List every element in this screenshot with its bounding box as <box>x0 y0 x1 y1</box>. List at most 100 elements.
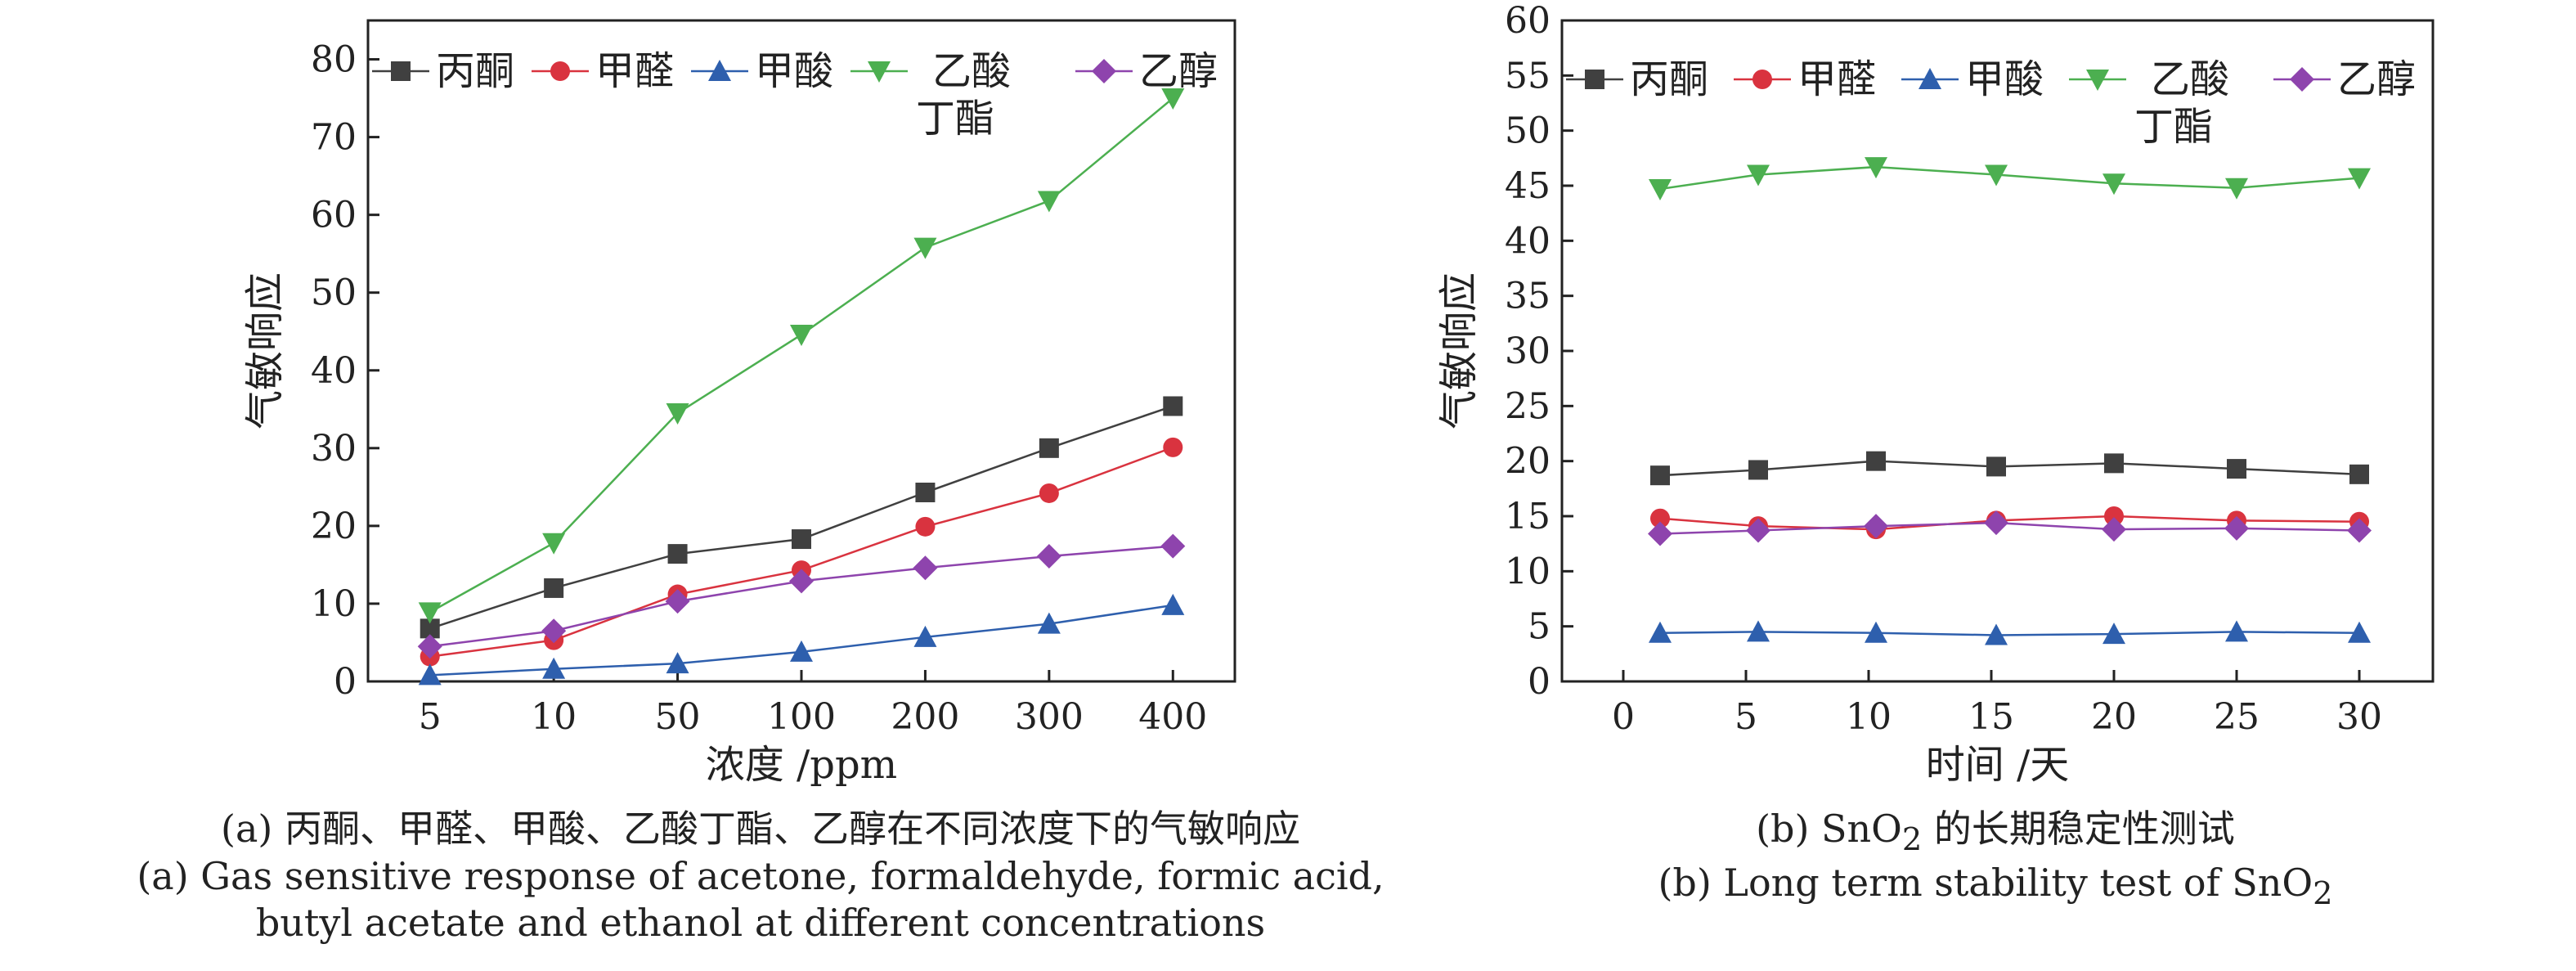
chart-a-legend-marker-4 <box>1092 59 1116 83</box>
chart-a-point-s0-2 <box>667 544 688 564</box>
chart-b-point-s0-6 <box>2349 464 2369 484</box>
chart-a-point-s3-5 <box>1037 191 1061 213</box>
chart-b-point-s4-3 <box>1984 510 2008 536</box>
chart-b-legend-marker-4 <box>2290 67 2314 92</box>
chart-b-point-s0-2 <box>1866 451 1886 471</box>
chart-b-point-s1-4 <box>2104 506 2124 526</box>
chart-a-series-line-1 <box>429 446 1174 658</box>
chart-a-ytick-label: 10 <box>311 583 357 625</box>
chart-a-ytick-label: 0 <box>334 661 357 703</box>
chart-a-x-axis-label: 浓度 /ppm <box>706 742 897 788</box>
caption-a-chinese: (a) 丙酮、甲醛、甲酸、乙酸丁酯、乙醇在不同浓度下的气敏响应 <box>221 807 1300 851</box>
chart-a-point-s0-6 <box>1163 396 1183 416</box>
chart-a-legend-marker-3 <box>868 61 891 83</box>
chart-b-point-s3-0 <box>1649 179 1672 201</box>
chart-b-ytick-label: 45 <box>1505 165 1551 207</box>
chart-b-xtick-label: 5 <box>1735 696 1757 738</box>
caption-a-english-line2: butyl acetate and ethanol at different c… <box>255 901 1266 945</box>
chart-a-point-s4-6 <box>1160 533 1186 559</box>
chart-b-legend-label-3-line1: 乙酸 <box>2151 56 2229 102</box>
chart-b-point-s4-4 <box>2102 517 2126 542</box>
chart-a-y-axis-label: 气敏响应 <box>242 272 288 429</box>
caption-a-english-line1: (a) Gas sensitive response of acetone, f… <box>137 853 1384 898</box>
chart-b-point-s2-4 <box>2103 623 2125 645</box>
chart-a-ytick-label: 40 <box>311 350 357 392</box>
chart-b-legend-marker-0 <box>1585 70 1604 89</box>
chart-b-long-term-stability: 0 5 10 15 20 25 30 35 40 45 50 55 60 0 5 10 15 20 25 30 时间 /… <box>1436 0 2435 788</box>
chart-a-point-s0-3 <box>792 529 811 550</box>
chart-b-point-s2-3 <box>1985 623 2008 645</box>
chart-a-ytick-label: 30 <box>311 428 357 470</box>
chart-a-point-s3-6 <box>1161 88 1185 110</box>
chart-a-point-s1-6 <box>1163 437 1183 457</box>
chart-a-point-s4-2 <box>665 589 690 614</box>
chart-b-point-s3-6 <box>2348 168 2371 190</box>
chart-a-legend-label-1: 甲醛 <box>595 48 674 94</box>
chart-b-point-s3-2 <box>1865 157 1887 179</box>
chart-a-xtick-label: 50 <box>655 696 701 738</box>
chart-a-point-s1-5 <box>1039 483 1059 503</box>
chart-b-point-s2-2 <box>1865 621 1887 643</box>
chart-b-xtick-label: 15 <box>1968 696 2014 738</box>
chart-a-ytick-label: 80 <box>311 39 357 81</box>
chart-a-point-s0-4 <box>915 483 936 503</box>
chart-b-ytick-label: 60 <box>1505 0 1551 42</box>
chart-a-concentration-response: 0 10 20 30 40 50 60 70 80 5 10 50 100 200 300 400 浓度 /pp… <box>242 19 1236 788</box>
chart-a-point-s4-1 <box>541 618 567 644</box>
chart-a-point-s2-6 <box>1161 593 1185 615</box>
chart-b-point-s2-0 <box>1649 621 1672 643</box>
chart-b-xtick-label: 10 <box>1846 696 1892 738</box>
chart-a-legend-marker-2 <box>708 60 731 81</box>
chart-a-point-s3-2 <box>666 403 689 425</box>
chart-a-legend-label-2: 甲酸 <box>755 48 833 94</box>
chart-b-point-s4-0 <box>1648 521 1672 546</box>
chart-a-point-s4-3 <box>789 569 814 594</box>
chart-a-xtick-label: 300 <box>1015 696 1084 738</box>
chart-b-legend-label-4: 乙醇 <box>2337 56 2416 102</box>
caption-b-chinese: (b) SnO2 的长期稳定性测试 <box>1756 807 2235 859</box>
chart-a-point-s0-1 <box>544 578 564 598</box>
chart-b-ytick-label: 10 <box>1505 551 1551 592</box>
chart-a-point-s2-3 <box>790 640 813 662</box>
caption-b-english: (b) Long term stability test of SnO2 <box>1658 861 2333 913</box>
chart-a-point-s4-4 <box>913 555 938 581</box>
chart-b-ytick-label: 20 <box>1505 441 1551 483</box>
chart-a-ytick-label: 70 <box>311 117 357 159</box>
chart-a-point-s2-1 <box>542 657 566 679</box>
chart-b-point-s0-1 <box>1748 460 1768 480</box>
chart-b-xtick-label: 30 <box>2336 696 2382 738</box>
chart-b-point-s4-6 <box>2347 518 2372 543</box>
chart-a-point-s4-0 <box>417 634 442 659</box>
chart-b-legend-marker-3 <box>2086 70 2109 91</box>
chart-b-legend-marker-1 <box>1752 70 1772 89</box>
chart-a-point-s1-4 <box>915 516 936 537</box>
chart-a-xtick-label: 400 <box>1138 696 1207 738</box>
chart-b-point-s0-3 <box>1986 456 2006 477</box>
chart-b-ytick-label: 40 <box>1505 220 1551 262</box>
chart-b-point-s0-5 <box>2227 459 2246 479</box>
chart-a-legend-marker-1 <box>550 61 570 81</box>
chart-a-legend-marker-0 <box>391 61 411 81</box>
chart-b-legend-label-3-line2: 丁酯 <box>2134 104 2213 150</box>
chart-b-plot-frame <box>1560 19 2435 683</box>
chart-a-ytick-label: 50 <box>311 272 357 314</box>
chart-a-ytick-label: 20 <box>311 506 357 547</box>
caption-b: (b) SnO2 的长期稳定性测试 (b) Long term stabilit… <box>1464 806 2527 914</box>
chart-b-ytick-label: 5 <box>1528 606 1551 648</box>
chart-b-point-s3-3 <box>1985 164 2008 187</box>
chart-a-point-s3-0 <box>418 602 442 624</box>
chart-b-point-s4-2 <box>1864 514 1888 539</box>
chart-b-ytick-label: 55 <box>1505 55 1551 97</box>
chart-b-ytick-label: 0 <box>1528 661 1551 703</box>
chart-a-point-s3-4 <box>913 237 937 259</box>
chart-a-point-s4-5 <box>1036 543 1061 569</box>
chart-a-xtick-label: 100 <box>767 696 836 738</box>
chart-b-point-s3-4 <box>2103 173 2125 196</box>
chart-b-x-axis-label: 时间 /天 <box>1926 742 2069 788</box>
chart-b-xtick-label: 0 <box>1612 696 1635 738</box>
chart-a-legend-label-0: 丙酮 <box>436 48 514 94</box>
chart-b-ytick-label: 50 <box>1505 110 1551 152</box>
chart-b-point-s0-0 <box>1650 465 1670 486</box>
chart-b-ytick-label: 30 <box>1505 330 1551 372</box>
